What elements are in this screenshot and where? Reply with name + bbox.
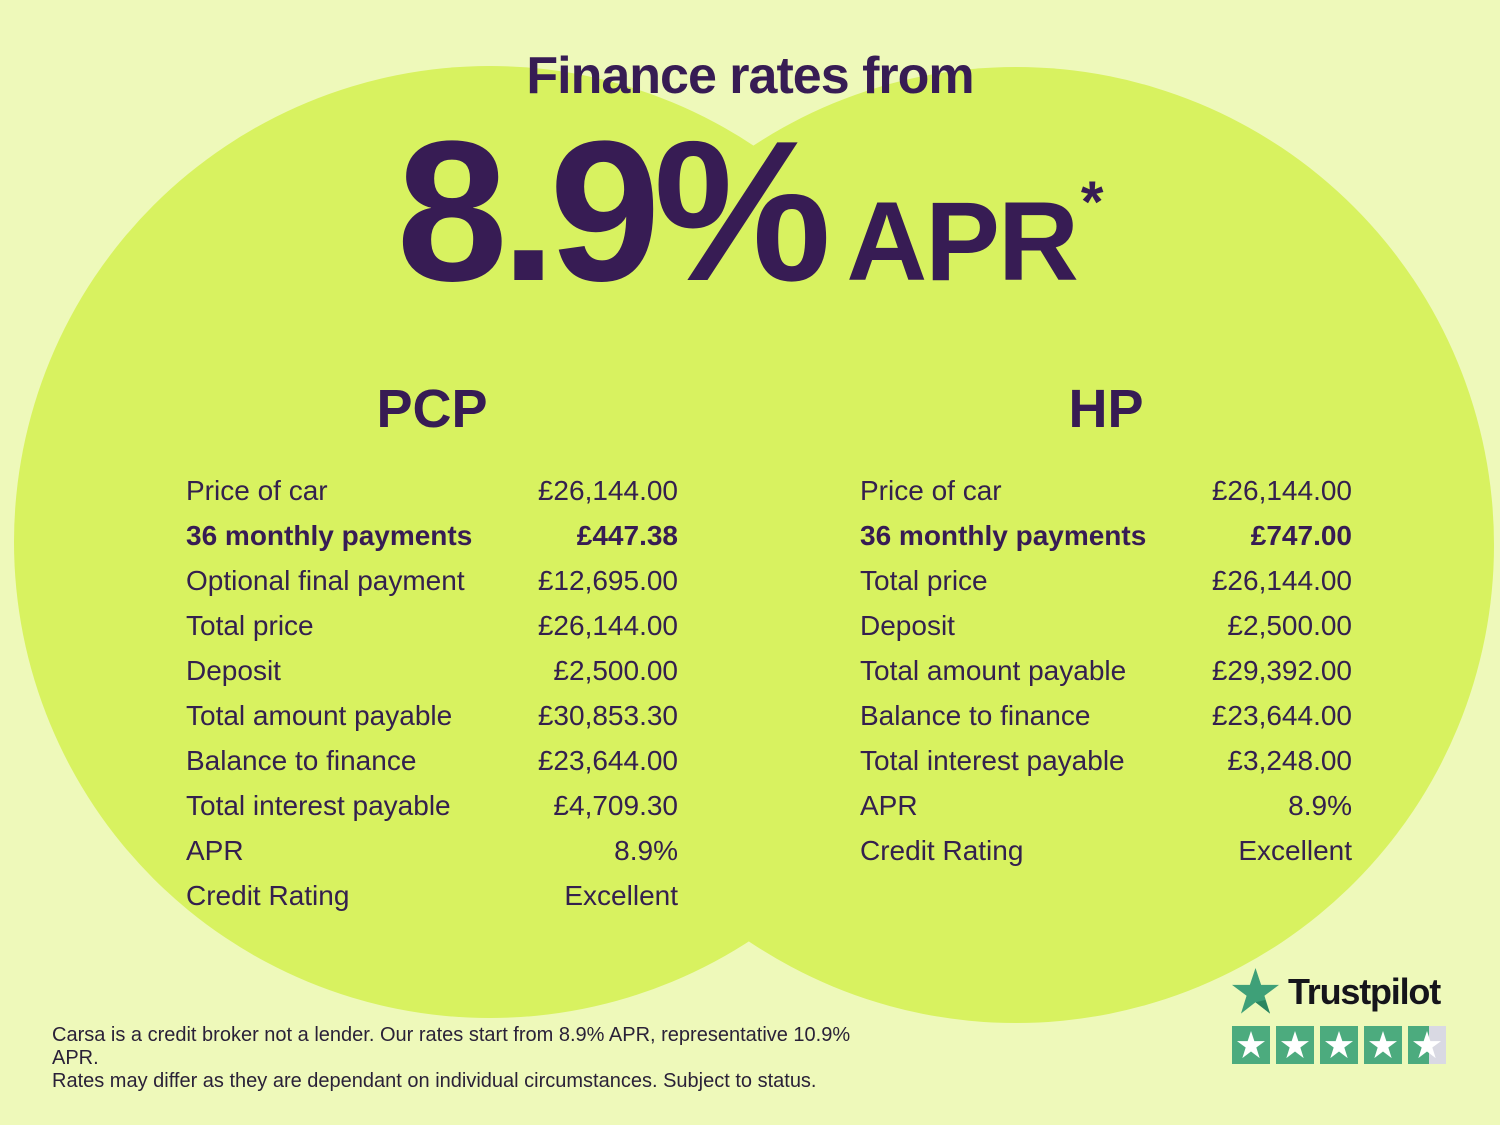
table-row: Total price £26,144.00: [186, 603, 678, 648]
row-label: Balance to finance: [186, 744, 417, 776]
pcp-heading: PCP: [376, 379, 488, 439]
rating-star-icon: [1276, 1026, 1314, 1064]
table-row: Optional final payment £12,695.00: [186, 558, 678, 603]
rate-unit-label: APR: [846, 179, 1078, 304]
row-label: Price of car: [186, 474, 328, 506]
table-row: Deposit £2,500.00: [186, 648, 678, 693]
table-row: Price of car £26,144.00: [860, 468, 1352, 513]
rating-star-icon: [1320, 1026, 1358, 1064]
row-value: Excellent: [564, 879, 678, 911]
disclaimer-line-1: Carsa is a credit broker not a lender. O…: [52, 1024, 851, 1069]
row-value: £2,500.00: [553, 654, 678, 686]
row-value: £26,144.00: [1211, 564, 1352, 596]
row-value: £4,709.30: [553, 789, 678, 821]
rate-value: 8.9%: [396, 100, 832, 323]
hp-heading: HP: [1068, 379, 1144, 439]
pcp-panel: PCP Price of car £26,144.00 36 monthly pay…: [186, 379, 678, 918]
trustpilot-wordmark: Trustpilot: [1288, 970, 1441, 1012]
row-label: Credit Rating: [186, 879, 350, 911]
headline-rate: 8.9% APR*: [0, 112, 1500, 312]
hp-panel: HP Price of car £26,144.00 36 monthly paym…: [860, 379, 1352, 873]
row-value: £23,644.00: [537, 744, 678, 776]
trustpilot-widget: Trustpilot: [1232, 968, 1448, 1064]
disclaimer: Carsa is a credit broker not a lender. O…: [52, 1024, 872, 1093]
row-value: £2,500.00: [1227, 609, 1352, 641]
row-label: APR: [186, 834, 244, 866]
row-label: Total price: [186, 609, 314, 641]
table-row: APR 8.9%: [186, 828, 678, 873]
star-glyph: [1413, 1031, 1441, 1059]
disclaimer-line-2: Rates may differ as they are dependant o…: [52, 1070, 817, 1092]
table-row: Total amount payable £30,853.30: [186, 693, 678, 738]
row-label: Total price: [860, 564, 988, 596]
row-value: £3,248.00: [1227, 744, 1352, 776]
star-glyph: [1237, 1031, 1265, 1059]
row-value: £26,144.00: [537, 474, 678, 506]
table-row: 36 monthly payments £447.38: [186, 513, 678, 558]
page-title: Finance rates from: [526, 47, 974, 105]
row-label: Optional final payment: [186, 564, 465, 596]
trustpilot-logo: Trustpilot: [1232, 968, 1448, 1015]
table-row: Price of car £26,144.00: [186, 468, 678, 513]
trustpilot-rating-stars: [1232, 1026, 1448, 1064]
table-row: 36 monthly payments £747.00: [860, 513, 1352, 558]
row-value: £747.00: [1250, 519, 1352, 551]
row-value: £447.38: [576, 519, 678, 551]
row-label: 36 monthly payments: [186, 519, 473, 551]
row-value: £23,644.00: [1211, 699, 1352, 731]
rating-star-icon: [1364, 1026, 1402, 1064]
table-row: Total price £26,144.00: [860, 558, 1352, 603]
row-value: Excellent: [1238, 834, 1352, 866]
row-label: Total interest payable: [186, 789, 451, 821]
row-label: Price of car: [860, 474, 1002, 506]
row-label: Total amount payable: [860, 654, 1127, 686]
table-row: Total interest payable £4,709.30: [186, 783, 678, 828]
table-row: Balance to finance £23,644.00: [860, 693, 1352, 738]
row-label: Total interest payable: [860, 744, 1125, 776]
pcp-table: Price of car £26,144.00 36 monthly payment…: [186, 468, 678, 918]
row-label: Total amount payable: [186, 699, 453, 731]
star-glyph: [1325, 1031, 1353, 1059]
row-label: Balance to finance: [860, 699, 1091, 731]
row-label: Deposit: [186, 654, 281, 686]
row-value: £26,144.00: [537, 609, 678, 641]
row-label: 36 monthly payments: [860, 519, 1147, 551]
hp-table: Price of car £26,144.00 36 monthly payment…: [860, 468, 1352, 873]
trustpilot-star-icon: [1232, 968, 1279, 1015]
rating-star-icon: [1232, 1026, 1270, 1064]
star-glyph: [1281, 1031, 1309, 1059]
table-row: Balance to finance £23,644.00: [186, 738, 678, 783]
rating-star-icon-half: [1408, 1026, 1446, 1064]
row-value: £26,144.00: [1211, 474, 1352, 506]
table-row: Deposit £2,500.00: [860, 603, 1352, 648]
star-glyph: [1369, 1031, 1397, 1059]
trustpilot-star-shape: [1232, 968, 1279, 1014]
table-row: Credit Rating Excellent: [186, 873, 678, 918]
row-value: £30,853.30: [537, 699, 678, 731]
table-row: Credit Rating Excellent: [860, 828, 1352, 873]
row-value: 8.9%: [1288, 789, 1352, 821]
row-value: £29,392.00: [1211, 654, 1352, 686]
background-circle-right: [538, 67, 1494, 1023]
table-row: APR 8.9%: [860, 783, 1352, 828]
row-label: Credit Rating: [860, 834, 1024, 866]
table-row: Total interest payable £3,248.00: [860, 738, 1352, 783]
footnote-asterisk: *: [1080, 170, 1104, 235]
row-label: Deposit: [860, 609, 955, 641]
row-value: 8.9%: [614, 834, 678, 866]
table-row: Total amount payable £29,392.00: [860, 648, 1352, 693]
rate-unit: APR*: [846, 174, 1103, 298]
row-value: £12,695.00: [537, 564, 678, 596]
row-label: APR: [860, 789, 918, 821]
